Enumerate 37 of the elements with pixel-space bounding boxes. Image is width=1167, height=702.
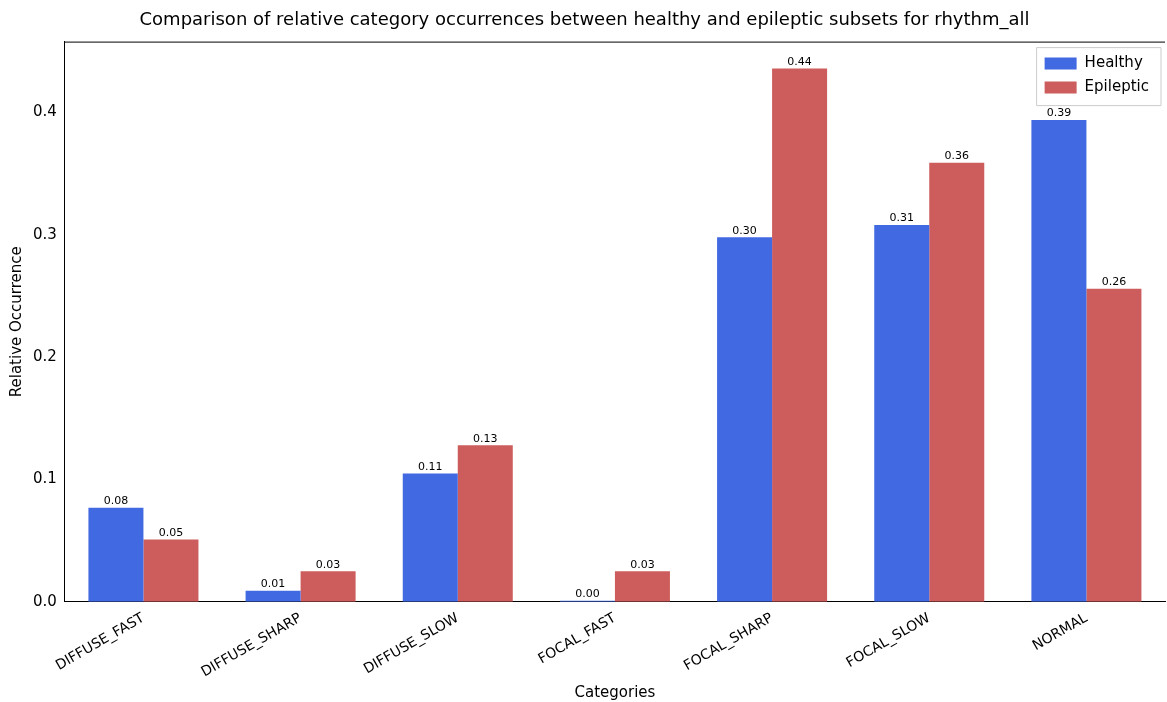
bar	[717, 237, 773, 602]
data-label: 0.03	[315, 557, 341, 571]
data-label: 0.03	[630, 557, 655, 571]
bar	[457, 445, 513, 602]
bar	[874, 225, 930, 602]
chart-title: Comparison of relative category occurrences between healthy and epileptic subsets for rhythm_all	[139, 8, 1030, 31]
data-label: 0.13	[473, 431, 498, 445]
bar	[614, 571, 670, 602]
data-label: 0.01	[260, 577, 286, 591]
data-label: 0.11	[418, 459, 443, 473]
data-label: 0.30	[732, 223, 757, 237]
bar	[300, 571, 356, 602]
bar	[88, 507, 144, 602]
y-tick-label: 0.2	[33, 347, 57, 366]
data-label: 0.31	[889, 211, 914, 225]
bar	[143, 539, 199, 602]
bar	[1086, 288, 1142, 602]
data-label: 0.26	[1101, 275, 1127, 289]
x-axis-title: Categories	[574, 682, 656, 701]
bar	[1031, 119, 1087, 602]
legend-label: Epileptic	[1084, 77, 1150, 96]
bar	[772, 68, 828, 602]
y-tick-label: 0.4	[33, 102, 57, 121]
data-label: 0.08	[103, 494, 129, 508]
y-tick-label: 0.3	[33, 224, 57, 243]
data-label: 0.44	[787, 54, 812, 68]
data-label: 0.05	[158, 525, 184, 539]
bar	[929, 162, 985, 602]
data-label: 0.00	[575, 587, 600, 601]
data-label: 0.36	[944, 149, 970, 163]
bar	[402, 473, 458, 602]
y-tick-label: 0.1	[33, 469, 57, 488]
data-label: 0.39	[1046, 106, 1072, 120]
y-tick-label: 0.0	[33, 591, 57, 610]
bar	[245, 590, 301, 602]
legend-label: Healthy	[1084, 53, 1143, 72]
y-axis-title: Relative Occurrence	[6, 246, 25, 398]
